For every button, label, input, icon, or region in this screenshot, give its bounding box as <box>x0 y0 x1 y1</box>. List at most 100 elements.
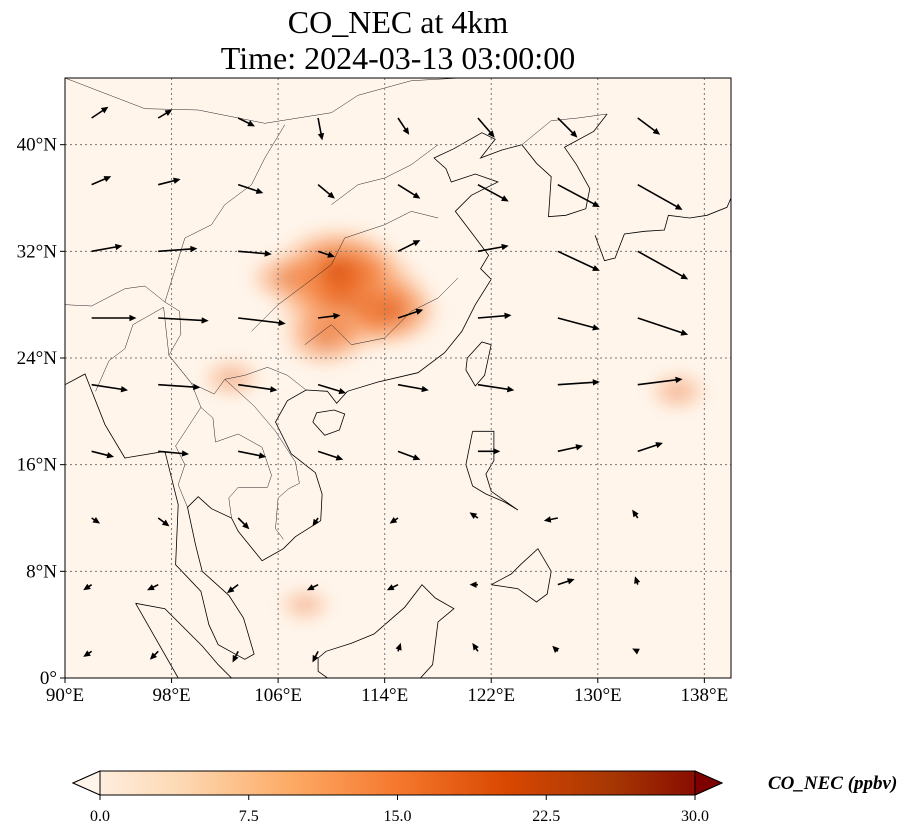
wind-arrow-11 <box>317 184 335 199</box>
wind-arrow-8 <box>91 176 112 186</box>
wind-arrow-59 <box>306 583 319 591</box>
coastline-india-east <box>65 384 66 386</box>
wind-arrow-60 <box>386 583 399 591</box>
lat-tick-label: 16°N <box>17 455 58 476</box>
map-plot-background <box>65 78 731 678</box>
colorbar: 0.0 7.5 15.0 22.5 30.0 CO_NEC (ppbv) <box>71 770 897 825</box>
wind-arrow-10 <box>237 183 264 194</box>
coastline-sumatra <box>135 602 233 678</box>
wind-arrow-33 <box>158 383 201 391</box>
wind-arrow-38 <box>557 379 600 386</box>
wind-arrow-48 <box>91 517 101 524</box>
wind-arrow-24 <box>91 314 137 322</box>
wind-arrow-2 <box>237 117 255 127</box>
co-hotspot-4 <box>276 303 374 373</box>
wind-arrow-27 <box>317 312 341 320</box>
wind-arrow-68 <box>395 642 402 652</box>
wind-arrow-70 <box>552 645 560 653</box>
wind-arrow-53 <box>469 512 479 519</box>
lon-tick-label: 98°E <box>152 685 190 706</box>
wind-arrow-46 <box>557 444 584 453</box>
wind-arrow-63 <box>634 576 641 585</box>
wind-arrow-64 <box>83 650 93 657</box>
colorbar-tick-label: 15.0 <box>384 808 412 825</box>
wind-arrow-54 <box>543 516 558 523</box>
map-time-subtitle: Time: 2024-03-13 03:00:00 <box>220 40 576 76</box>
wind-arrow-19 <box>317 250 335 258</box>
lon-tick-label: 122°E <box>467 685 515 706</box>
wind-arrow-34 <box>238 383 278 393</box>
wind-arrow-52 <box>389 517 399 524</box>
wind-arrow-25 <box>158 317 209 324</box>
wind-arrow-44 <box>397 450 421 461</box>
wind-arrow-13 <box>477 183 509 202</box>
wind-arrow-0 <box>91 106 109 119</box>
colorbar-tick-label: 30.0 <box>681 808 709 825</box>
wind-arrow-66 <box>232 650 239 663</box>
wind-arrow-23 <box>637 250 689 280</box>
lat-tick-label: 32°N <box>17 241 58 262</box>
lat-tick-label: 40°N <box>17 135 58 156</box>
wind-arrow-71 <box>632 648 640 655</box>
lat-tick-label: 8°N <box>26 561 57 582</box>
border-myanmar-border <box>95 306 202 508</box>
wind-arrow-36 <box>397 383 429 393</box>
coastline-east-asia-coast <box>65 132 523 660</box>
wind-arrow-41 <box>158 450 190 457</box>
co-hotspot-5 <box>642 366 713 417</box>
colorbar-min-extend <box>71 770 101 796</box>
wind-arrow-69 <box>472 642 479 652</box>
lon-tick-label: 90°E <box>46 685 84 706</box>
wind-arrow-56 <box>83 583 93 591</box>
wind-arrow-55 <box>632 509 639 519</box>
wind-arrow-51 <box>312 517 320 527</box>
border-china-south-border <box>164 301 307 395</box>
coastline-korea <box>521 113 608 218</box>
coastline-luzon <box>465 430 519 511</box>
co-concentration-field <box>196 219 713 628</box>
map-title: CO_NEC at 4km <box>287 4 509 40</box>
wind-arrow-45 <box>477 448 501 455</box>
wind-arrow-58 <box>226 584 239 594</box>
wind-arrow-15 <box>637 183 683 210</box>
wind-arrow-5 <box>477 117 495 138</box>
lon-tick-label: 130°E <box>574 685 622 706</box>
border-korea-border <box>521 113 608 145</box>
coastline-borneo <box>317 584 455 678</box>
wind-arrow-16 <box>91 243 123 253</box>
border-china-province-a <box>251 211 439 332</box>
wind-arrow-47 <box>637 442 663 453</box>
wind-arrow-17 <box>158 245 198 253</box>
map-frame <box>64 77 732 679</box>
wind-arrow-62 <box>557 578 575 586</box>
lon-tick-label: 106°E <box>254 685 302 706</box>
wind-arrow-31 <box>637 317 689 336</box>
wind-arrow-65 <box>149 650 159 660</box>
colorbar-title: CO_NEC (ppbv) <box>768 773 897 794</box>
lat-tick-label: 24°N <box>17 348 58 369</box>
coastline-japan <box>594 197 731 262</box>
colorbar-tick-label: 22.5 <box>532 808 560 825</box>
wind-arrow-35 <box>317 383 347 395</box>
wind-arrow-57 <box>147 583 159 591</box>
wind-arrow-1 <box>157 109 173 119</box>
wind-arrow-9 <box>158 177 181 186</box>
lon-tick-label: 114°E <box>361 685 408 706</box>
wind-arrow-30 <box>557 317 600 331</box>
colorbar-max-extend <box>694 770 724 796</box>
wind-arrow-3 <box>317 117 325 141</box>
coastline-hainan <box>312 409 346 436</box>
longitude-ticks: 90°E 98°E 106°E 114°E 122°E 130°E 138°E <box>46 678 728 706</box>
wind-arrow-43 <box>317 450 344 461</box>
wind-arrow-6 <box>557 117 578 138</box>
wind-arrow-4 <box>397 117 410 135</box>
wind-arrow-7 <box>637 117 661 135</box>
wind-arrow-50 <box>237 517 250 530</box>
border-laos-thailand <box>200 407 272 519</box>
border-mongolia-border <box>65 78 461 124</box>
co-hotspot-7 <box>272 581 337 628</box>
border-laos-vietnam <box>224 379 300 540</box>
wind-arrow-22 <box>557 250 600 271</box>
lon-tick-label: 138°E <box>681 685 729 706</box>
